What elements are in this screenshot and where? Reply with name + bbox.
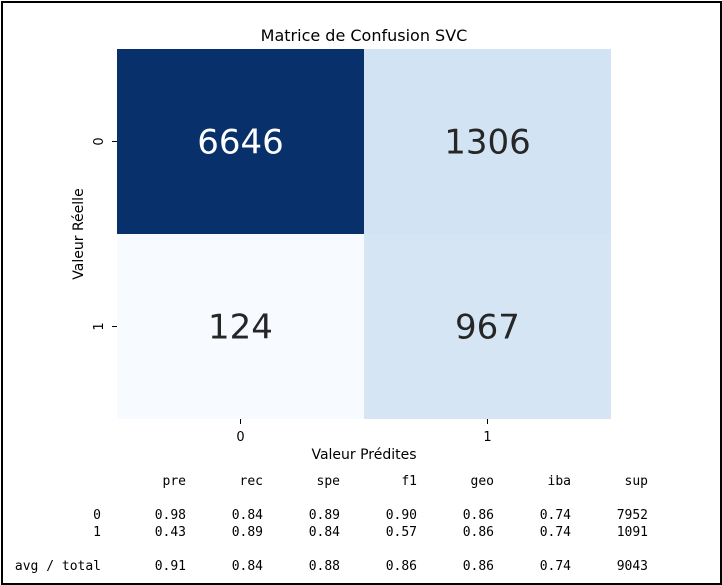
report-header: rec [239, 474, 263, 489]
report-header: pre [162, 474, 186, 489]
report-row-label: 1 [93, 525, 101, 540]
cell-value-label: 6646 [197, 123, 284, 163]
heatmap-cells: 6646 1306 124 967 [117, 49, 611, 419]
heatmap-cell [117, 49, 364, 234]
report-cell: 0.57 [385, 525, 417, 540]
cell-value-label: 1306 [444, 123, 531, 163]
report-header: spe [316, 474, 340, 489]
report-cell: 7952 [616, 508, 648, 523]
report-header: sup [624, 474, 648, 489]
report-cell: 0.86 [385, 559, 417, 574]
report-cell: 0.89 [231, 525, 263, 540]
report-cell: 0.43 [154, 525, 186, 540]
report-cell: 0.74 [539, 508, 571, 523]
report-cell: 0.84 [231, 508, 263, 523]
report-cell: 0.90 [385, 508, 417, 523]
report-row-label: avg / total [14, 559, 101, 574]
y-axis-ticks: 01 [92, 137, 117, 331]
report-header: geo [470, 474, 494, 489]
report-cell: 0.86 [462, 525, 494, 540]
heatmap-cell [117, 234, 364, 419]
report-cell: 0.86 [462, 559, 494, 574]
heatmap-cell [364, 49, 611, 234]
report-cell: 0.89 [308, 508, 340, 523]
y-axis-label: Valeur Réelle [71, 188, 87, 279]
report-cell: 0.98 [154, 508, 186, 523]
report-cell: 0.86 [462, 508, 494, 523]
classification-report: pre rec spe f1 geo iba sup 0 0.98 0.84 0.89 0.90 0.8… [0, 460, 722, 580]
chart-title: Matrice de Confusion SVC [261, 26, 468, 45]
report-row-label: 0 [93, 508, 101, 523]
cell-value-label: 124 [208, 308, 273, 348]
report-cell: 0.88 [308, 559, 340, 574]
heatmap-cell [364, 234, 611, 419]
report-cell: 0.74 [539, 525, 571, 540]
report-cell: 9043 [616, 559, 648, 574]
y-tick-label: 0 [92, 137, 107, 145]
cell-value-label: 967 [455, 308, 520, 348]
report-cell: 0.74 [539, 559, 571, 574]
y-tick-label: 1 [92, 322, 107, 330]
report-header: iba [547, 474, 571, 489]
x-tick-label: 0 [236, 430, 244, 445]
x-tick-label: 1 [483, 430, 491, 445]
report-header: f1 [401, 474, 417, 489]
report-cell: 0.84 [308, 525, 340, 540]
report-cell: 1091 [616, 525, 648, 540]
report-cell: 0.91 [154, 559, 186, 574]
x-axis-label: Valeur Prédites [311, 447, 416, 460]
report-cell: 0.84 [231, 559, 263, 574]
